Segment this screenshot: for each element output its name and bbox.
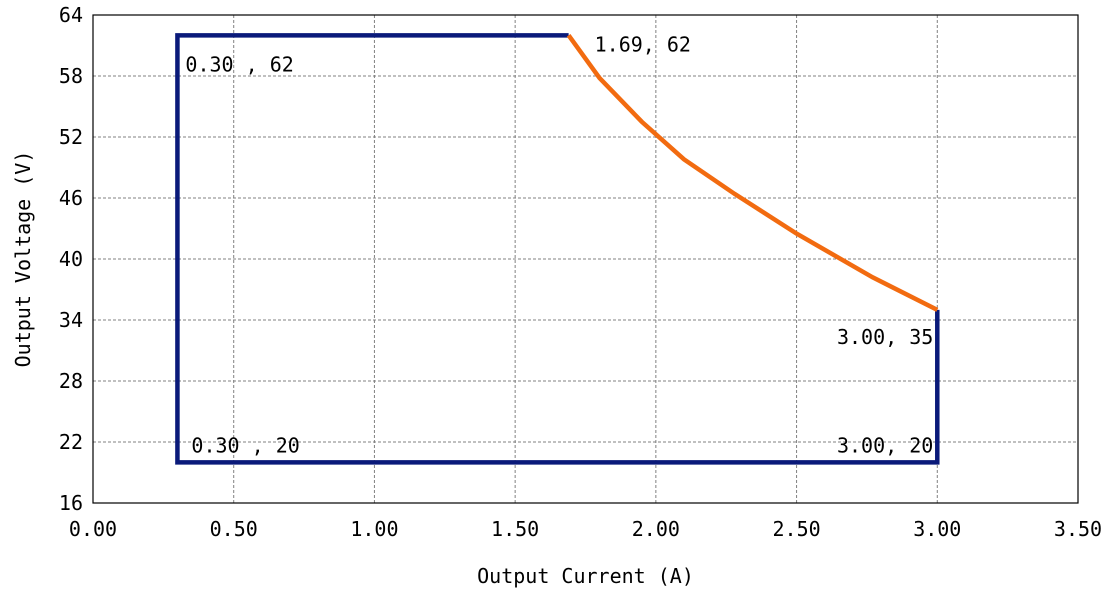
- annotations: 0.30 , 62 1.69, 62 3.00, 35 0.30 , 20 3.00, …: [185, 32, 933, 457]
- series-line-0: [175, 33, 940, 465]
- annotation-label: 0.30 , 20: [191, 433, 299, 457]
- x-tick-label: 3.00: [913, 517, 961, 541]
- annotation-label: 1.69, 62: [595, 32, 691, 56]
- y-tick-label: 22: [59, 430, 83, 454]
- x-tick-label: 3.50: [1054, 517, 1102, 541]
- grid-lines: [93, 15, 1078, 503]
- series-line-1: [566, 34, 939, 312]
- annotation-label: 0.30 , 62: [185, 52, 293, 76]
- tick-labels: 0.00 0.50 1.00 1.50 2.00 2.50 3.00 3.50 16 22 28 34…: [59, 3, 1102, 541]
- y-tick-label: 52: [59, 125, 83, 149]
- x-tick-label: 2.00: [632, 517, 680, 541]
- y-tick-label: 58: [59, 64, 83, 88]
- y-tick-label: 40: [59, 247, 83, 271]
- y-axis-title: Output Voltage (V): [11, 151, 35, 368]
- y-tick-label: 46: [59, 186, 83, 210]
- y-tick-label: 64: [59, 3, 83, 27]
- annotation-label: 3.00, 35: [837, 325, 933, 349]
- y-tick-label: 28: [59, 369, 83, 393]
- y-tick-label: 34: [59, 308, 83, 332]
- x-tick-label: 0.00: [69, 517, 117, 541]
- x-tick-label: 2.50: [772, 517, 820, 541]
- x-tick-label: 1.50: [491, 517, 539, 541]
- x-tick-label: 1.00: [350, 517, 398, 541]
- plot-frame: [92, 14, 1079, 504]
- x-tick-label: 0.50: [210, 517, 258, 541]
- x-axis-title: Output Current (A): [477, 564, 694, 588]
- annotation-label: 3.00, 20: [837, 433, 933, 457]
- series-layer: [175, 33, 940, 465]
- y-tick-label: 16: [59, 491, 83, 515]
